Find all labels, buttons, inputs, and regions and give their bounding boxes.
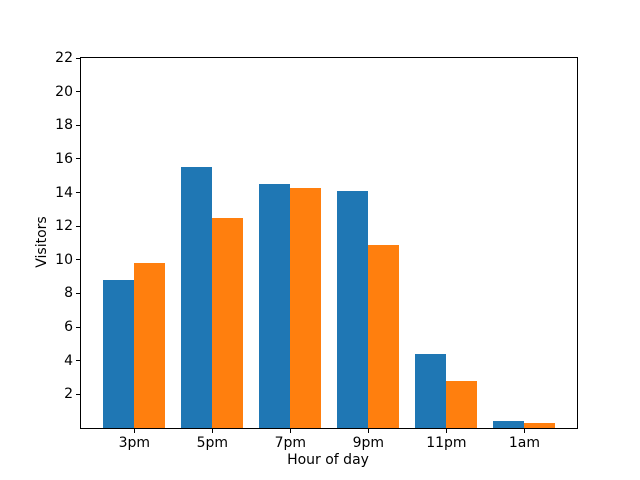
y-tick-label: 20 [55, 83, 73, 100]
y-tick-label: 16 [55, 150, 73, 167]
x-tick-label: 3pm [118, 435, 151, 451]
bar-3pm-series1 [103, 280, 135, 428]
x-tick-label: 9pm [352, 435, 385, 451]
x-tick-mark [289, 429, 291, 433]
bars-layer [81, 58, 577, 428]
y-tick-mark [76, 292, 80, 294]
y-tick-mark [76, 124, 80, 126]
x-tick-label: 7pm [274, 435, 307, 451]
y-tick-label: 12 [55, 218, 73, 235]
y-tick-label: 8 [64, 285, 73, 302]
bar-11pm-series1 [415, 354, 447, 428]
y-tick-label: 14 [55, 184, 73, 201]
y-tick-mark [76, 259, 80, 261]
x-tick-mark [367, 429, 369, 433]
y-tick-label: 18 [55, 117, 73, 134]
y-tick-mark [76, 192, 80, 194]
y-tick-mark [76, 91, 80, 93]
bar-1am-series1 [493, 421, 525, 428]
bar-1am-series2 [524, 422, 556, 428]
y-axis-ticks: 2 4 6 8 10 12 14 16 18 20 22 [55, 50, 577, 428]
bar-9pm-series2 [368, 244, 400, 428]
x-tick-label: 1am [508, 435, 540, 451]
y-tick-mark [76, 225, 80, 227]
y-tick-mark [76, 57, 80, 59]
bar-9pm-series1 [337, 190, 369, 428]
y-tick-mark [76, 326, 80, 328]
y-tick-label: 2 [64, 386, 73, 403]
x-axis-label: Hour of day [287, 452, 369, 468]
x-axis-ticks: 3pm 5pm 7pm 9pm 11pm 1am [81, 58, 577, 451]
x-tick-mark [523, 429, 525, 433]
y-tick-label: 6 [64, 319, 73, 336]
bar-5pm-series2 [212, 217, 244, 428]
y-tick-mark [76, 158, 80, 160]
bar-11pm-series2 [446, 380, 478, 428]
plot-area: 2 4 6 8 10 12 14 16 18 20 22 3pm 5pm 7pm 9pm 11pm 1am [55, 50, 578, 451]
bar-3pm-series2 [134, 263, 166, 428]
x-tick-label: 11pm [426, 435, 467, 451]
y-tick-label: 10 [55, 251, 73, 268]
y-tick-label: 4 [64, 352, 73, 369]
y-tick-mark [76, 360, 80, 362]
x-tick-label: 5pm [196, 435, 229, 451]
x-tick-mark [445, 429, 447, 433]
x-tick-mark [211, 429, 213, 433]
bar-7pm-series1 [259, 184, 291, 428]
x-tick-mark [133, 429, 135, 433]
bar-7pm-series2 [290, 187, 322, 428]
bar-5pm-series1 [181, 167, 213, 428]
y-tick-label: 22 [55, 50, 73, 66]
y-tick-mark [76, 393, 80, 395]
